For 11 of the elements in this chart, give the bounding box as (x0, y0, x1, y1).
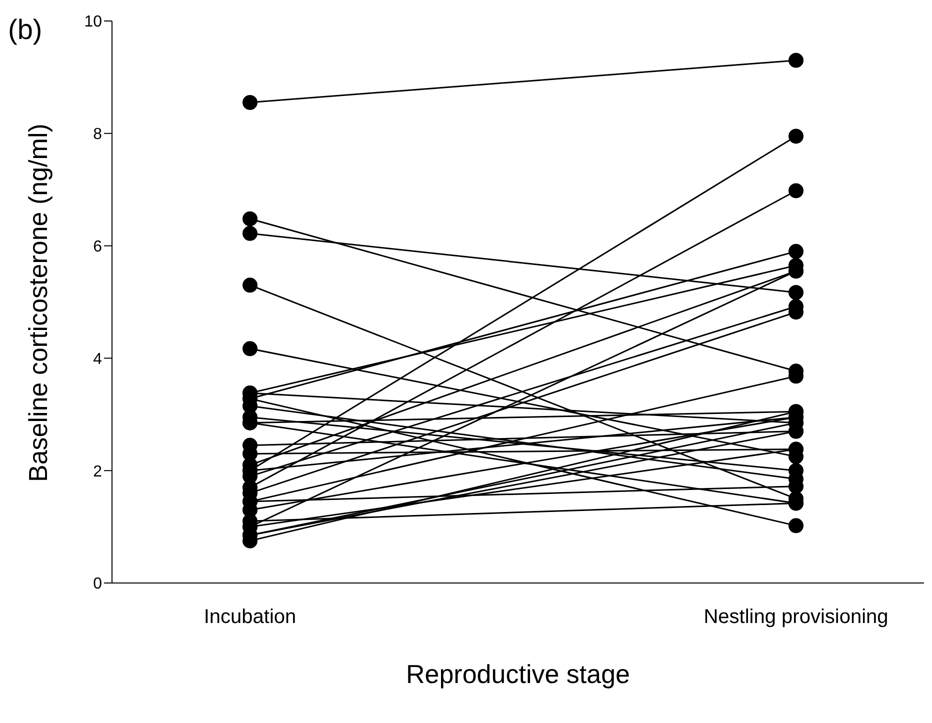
text: (b) (8, 14, 42, 46)
x-axis-title: Reproductive stage (406, 659, 630, 689)
y-axis-title: Baseline corticosterone (ng/ml) (23, 124, 54, 482)
y-tick-label: 2 (93, 463, 102, 480)
y-tick-label: 8 (93, 126, 102, 144)
x-tick-label: Nestling provisioning (704, 606, 888, 628)
x-tick-label: Incubation (204, 606, 296, 628)
y-tick-label: 0 (93, 576, 102, 593)
y-tick-label: 4 (93, 350, 102, 368)
y-tick-label: 6 (93, 238, 102, 256)
y-tick-label: 10 (84, 14, 102, 31)
